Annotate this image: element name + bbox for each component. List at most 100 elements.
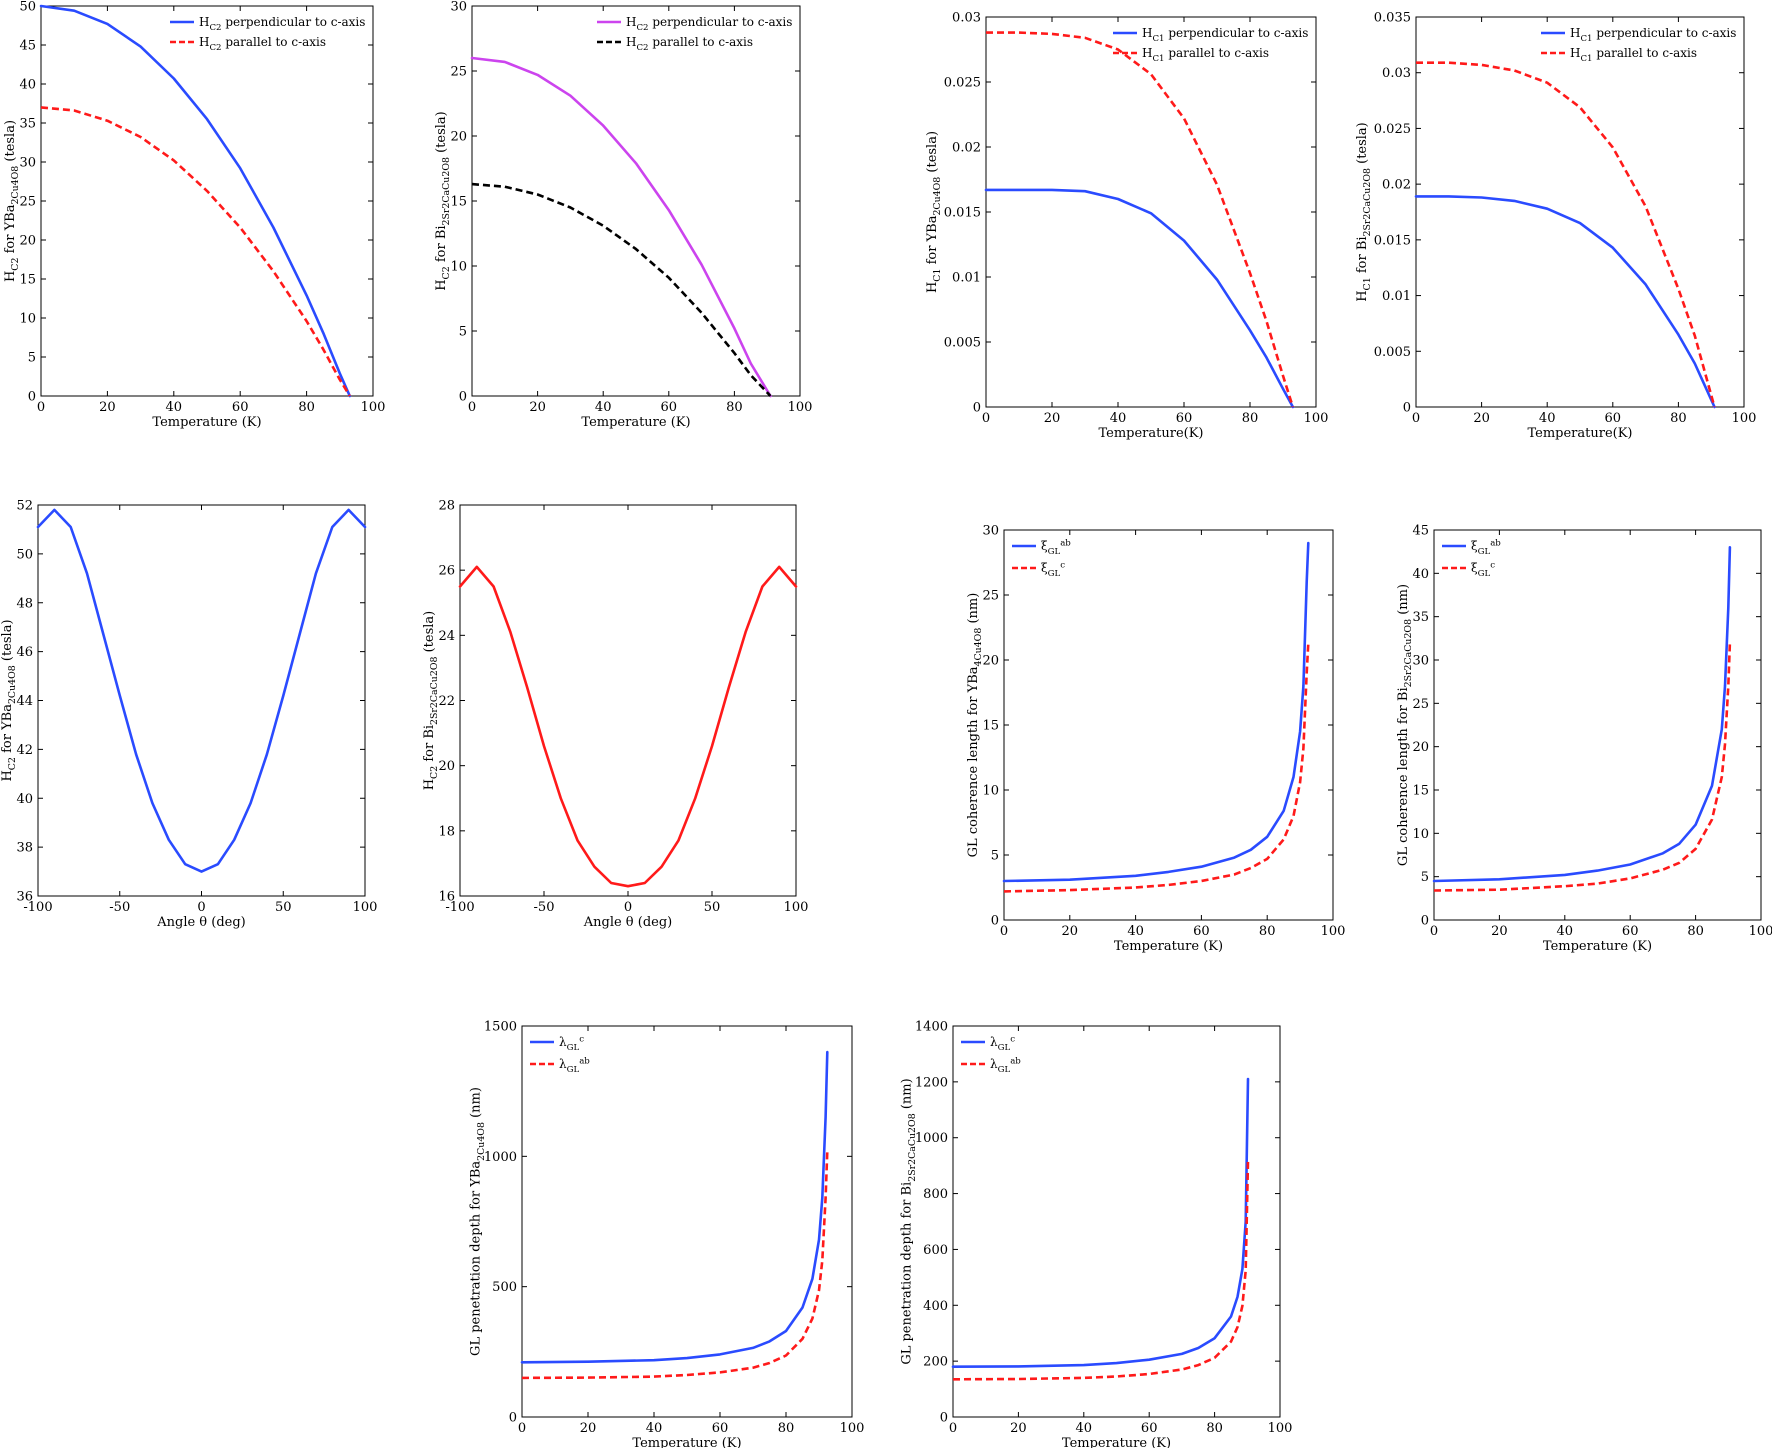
series-line-1 <box>984 188 1295 409</box>
y-tick-label: 26 <box>438 564 455 579</box>
legend: HC1 perpendicular to c-axis HC1 parallel … <box>1541 26 1736 64</box>
x-tick-label: 20 <box>1010 1421 1027 1436</box>
plot-area-frame <box>521 1025 853 1418</box>
y-axis-label: HC1 for YBa2Cu4O8 (tesla) <box>925 131 943 293</box>
x-tick-label: 40 <box>595 400 612 415</box>
y-tick-label: 25 <box>1412 697 1429 712</box>
y-axis-label: HC2 for Bi2Sr2CaCu2O8 (tesla) <box>434 111 452 291</box>
y-tick-label: 52 <box>16 499 33 514</box>
x-axis-label: Angle θ (deg) <box>156 915 246 930</box>
legend-label: ξGLab <box>1471 538 1501 556</box>
legend-label: λGLab <box>990 1056 1021 1074</box>
y-tick-label: 28 <box>438 499 455 514</box>
legend-label: HC2 perpendicular to c-axis <box>199 15 365 33</box>
x-tick-label: 40 <box>1539 411 1556 426</box>
x-tick-label: 100 <box>353 900 378 915</box>
legend: HC2 perpendicular to c-axis HC2 parallel … <box>170 15 365 53</box>
y-tick-label: 40 <box>19 78 36 93</box>
y-tick-label: 0 <box>1421 914 1429 929</box>
legend: ξGLab ξGLc <box>1442 538 1501 579</box>
y-tick-label: 24 <box>438 629 455 644</box>
x-tick-label: 80 <box>1687 924 1704 939</box>
y-tick-label: 20 <box>438 759 455 774</box>
x-tick-label: 60 <box>1141 1421 1158 1436</box>
chart-10: 0 20 40 60 80 1000200400600800100012001400Tem… <box>900 1020 1293 1448</box>
y-tick-label: 500 <box>492 1280 517 1295</box>
y-tick-label: 0.01 <box>952 271 981 286</box>
legend-label: λGLc <box>559 1034 584 1052</box>
y-tick-label: 40 <box>1412 567 1429 582</box>
x-tick-label: 100 <box>361 400 386 415</box>
y-tick-label: 0.025 <box>1374 122 1411 137</box>
legend-label: HC2 perpendicular to c-axis <box>626 15 792 33</box>
y-tick-label: 18 <box>438 824 455 839</box>
legend: HC2 perpendicular to c-axis HC2 parallel … <box>597 15 792 53</box>
chart-5: -100 -50 0 50 100 36 38 40 42 44 46 48 50 52 Angle θ (… <box>0 499 377 931</box>
y-tick-label: 0.005 <box>944 336 981 351</box>
y-tick-label: 0.025 <box>944 76 981 91</box>
y-tick-label: 16 <box>438 890 455 905</box>
legend-label: λGLab <box>559 1056 590 1074</box>
y-tick-label: 20 <box>450 130 467 145</box>
series-line-2 <box>1416 61 1716 408</box>
legend-label: ξGLab <box>1041 538 1071 556</box>
x-tick-label: 0 <box>518 1421 526 1436</box>
x-tick-label: 80 <box>1259 924 1276 939</box>
y-tick-label: 0 <box>28 390 36 405</box>
plot-area-frame <box>37 504 366 897</box>
x-tick-label: 40 <box>1127 924 1144 939</box>
chart-8: 0 20 40 60 80 100 0 5 10 15 20 25 30 35 40 45 Temperatur… <box>1396 524 1772 955</box>
x-tick-label: 60 <box>712 1421 729 1436</box>
series-line-2 <box>1433 642 1732 892</box>
plot-area-frame <box>952 1025 1281 1418</box>
series-line-2 <box>471 182 772 397</box>
y-tick-label: 0 <box>459 390 467 405</box>
y-tick-label: 0 <box>973 401 981 416</box>
y-tick-label: 1500 <box>484 1020 517 1035</box>
x-tick-label: 0 <box>1412 411 1420 426</box>
y-tick-label: 38 <box>16 841 33 856</box>
x-axis-label: Temperature(K) <box>1527 426 1632 441</box>
x-tick-label: 100 <box>1321 924 1346 939</box>
series-line-2 <box>521 1151 829 1380</box>
y-tick-label: 0 <box>1403 401 1411 416</box>
y-tick-label: 30 <box>450 0 467 15</box>
y-tick-label: 20 <box>19 234 36 249</box>
chart-7: 0 20 40 60 80 100 0 5 10 15 20 25 30 Temperature (K) G… <box>966 524 1346 955</box>
chart-4: 0 20 40 60 80 100 0 0.005 0.01 0.015 0.02 0.025 0.03… <box>1355 11 1756 442</box>
y-tick-label: 600 <box>923 1243 948 1258</box>
series-line-1 <box>951 1077 1250 1368</box>
legend-label: λGLc <box>990 1034 1015 1052</box>
x-tick-label: 80 <box>1206 1421 1223 1436</box>
y-tick-label: 0.02 <box>952 141 981 156</box>
x-tick-label: 80 <box>298 400 315 415</box>
x-tick-label: 100 <box>1749 924 1772 939</box>
y-tick-label: 0 <box>509 1411 517 1426</box>
y-axis-label: HC2 for YBa2Cu4O8 (tesla) <box>3 120 21 282</box>
x-tick-label: 0 <box>949 1421 957 1436</box>
x-tick-label: 0 <box>197 900 205 915</box>
legend: λGLc λGLab <box>961 1034 1021 1075</box>
x-tick-label: 40 <box>166 400 183 415</box>
x-tick-label: 60 <box>232 400 249 415</box>
y-tick-label: 10 <box>1412 827 1429 842</box>
y-tick-label: 5 <box>459 325 467 340</box>
x-tick-label: 80 <box>778 1421 795 1436</box>
y-tick-label: 35 <box>1412 610 1429 625</box>
x-tick-label: 0 <box>1000 924 1008 939</box>
y-tick-label: 0.01 <box>1382 289 1411 304</box>
legend-label: HC1 perpendicular to c-axis <box>1570 26 1736 44</box>
y-tick-label: 15 <box>19 273 36 288</box>
y-tick-label: 15 <box>982 719 999 734</box>
x-tick-label: 0 <box>1430 924 1438 939</box>
y-tick-label: 45 <box>1412 524 1429 539</box>
y-tick-label: 0.035 <box>1374 11 1411 26</box>
x-tick-label: 100 <box>840 1421 865 1436</box>
legend-label: HC2 parallel to c-axis <box>626 35 753 53</box>
chart-1: 0 20 40 60 80 100 0 5 10 15 20 25 30 35 40 45 50 Temperat… <box>3 0 386 430</box>
series-line-1 <box>470 56 772 398</box>
legend: ξGLab ξGLc <box>1012 538 1071 579</box>
legend-label: HC1 perpendicular to c-axis <box>1142 26 1308 44</box>
x-tick-label: 20 <box>1491 924 1508 939</box>
